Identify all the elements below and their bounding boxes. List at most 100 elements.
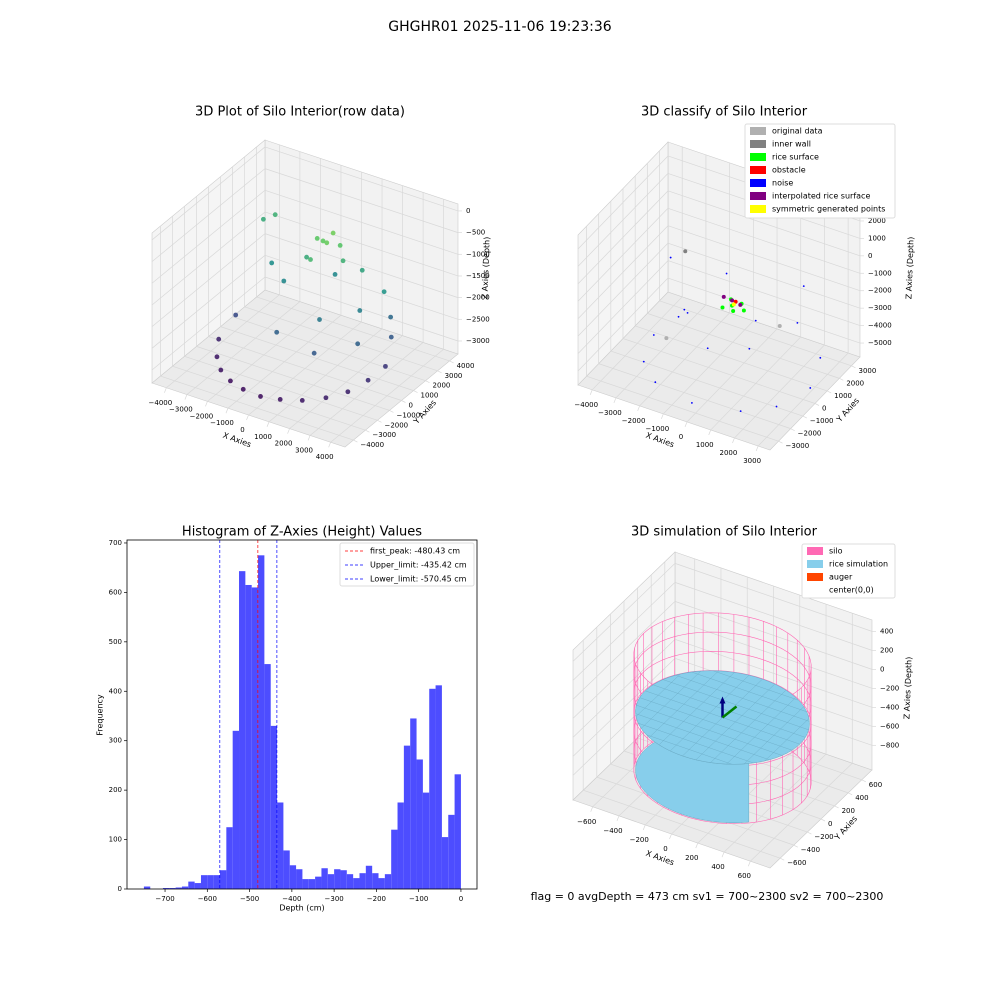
data-point [731, 302, 736, 307]
tick-label: −3000 [786, 442, 810, 450]
bar [258, 555, 265, 889]
data-point [388, 314, 394, 320]
bar [181, 886, 189, 889]
tick-mark [839, 378, 844, 381]
tick-mark [225, 408, 229, 414]
tick-mark [834, 805, 839, 809]
tick-mark [589, 389, 593, 395]
data-point [775, 405, 778, 408]
grid-line [659, 300, 852, 367]
tick-label: −500 [466, 229, 485, 237]
tick-mark [184, 394, 188, 400]
tick-label: 2000 [720, 449, 738, 457]
data-point [337, 243, 343, 248]
panel-title: 3D classify of Silo Interior [641, 105, 808, 120]
data-point [739, 410, 742, 412]
tick-mark [413, 390, 418, 393]
bar [302, 879, 309, 889]
tick-mark [807, 831, 812, 835]
grid-line [667, 225, 861, 292]
tick-label: −1000 [396, 411, 420, 419]
tick-label: 0 [880, 665, 884, 673]
tick-label: −2500 [466, 315, 490, 323]
tick-mark [827, 390, 832, 394]
tick-label: 1000 [421, 392, 439, 400]
tick-label: −2000 [190, 412, 214, 420]
legend-swatch [807, 573, 823, 581]
data-point [324, 240, 330, 246]
bar [448, 814, 455, 889]
bar [340, 870, 347, 889]
tick-mark [307, 435, 311, 441]
tick-mark [732, 437, 735, 444]
bar [429, 688, 436, 889]
tick-mark [755, 445, 759, 452]
tick-label: 1000 [834, 392, 852, 400]
tick-label: −4000 [574, 401, 598, 409]
tick-mark [389, 410, 394, 413]
legend-swatch [807, 586, 823, 594]
tick-label: 2000 [868, 217, 886, 225]
figure-title: GHGHR01 2025-11-06 19:23:36 [388, 19, 612, 35]
grid-line [151, 255, 266, 349]
tick-label: 3000 [858, 367, 876, 375]
y-tick-label: 200 [109, 786, 122, 794]
data-point [269, 260, 275, 266]
bar [353, 878, 360, 889]
tick-mark [661, 413, 664, 420]
legend-box [339, 542, 475, 587]
grid-line [151, 233, 266, 327]
data-point [317, 317, 322, 322]
tick-label: 0 [466, 207, 470, 215]
tick-label: −3000 [598, 409, 622, 417]
grid-line [151, 190, 266, 284]
tick-mark [164, 387, 167, 393]
data-point [706, 347, 709, 350]
legend-label: center(0,0) [829, 586, 874, 595]
tick-label: 0 [663, 845, 667, 853]
tick-mark [353, 439, 358, 443]
grid-line [577, 225, 669, 319]
tick-mark [401, 400, 406, 403]
grid-line [674, 639, 873, 708]
data-point [299, 397, 305, 403]
bar [410, 718, 417, 889]
tick-label: −4000 [360, 441, 384, 449]
tick-label: −2000 [798, 430, 822, 438]
tick-mark [637, 405, 640, 411]
bar [315, 876, 322, 889]
data-point [355, 341, 361, 347]
status-text: flag = 0 avgDepth = 473 cm sv1 = 700~230… [531, 890, 884, 903]
rice-mesh [713, 670, 799, 701]
panel-title: 3D Plot of Silo Interior(row data) [195, 105, 405, 120]
tick-label: −600 [577, 818, 596, 826]
tick-mark [669, 833, 672, 840]
legend-label: obstacle [772, 166, 806, 175]
tick-mark [205, 401, 208, 407]
data-point [677, 315, 680, 318]
grid-line [583, 789, 781, 859]
data-point [340, 258, 346, 264]
y-tick-label: 600 [109, 588, 122, 596]
legend-label: inner wall [772, 140, 811, 149]
tick-label: 3000 [295, 446, 313, 454]
bar [435, 685, 442, 889]
data-point [383, 363, 388, 369]
data-point [228, 378, 233, 384]
legend-label: first_peak: -480.43 cm [370, 547, 460, 556]
x-tick-label: −500 [240, 895, 259, 903]
data-point [730, 298, 735, 303]
grid-line [151, 211, 266, 306]
data-point [683, 308, 686, 311]
tick-mark [328, 442, 331, 448]
tick-mark [449, 360, 454, 364]
bar [454, 774, 461, 889]
data-point [738, 302, 743, 307]
data-point [664, 336, 669, 341]
grid-line [264, 168, 459, 233]
grid-line [572, 658, 676, 757]
data-point [652, 334, 655, 336]
tick-mark [377, 419, 382, 423]
bar [143, 886, 151, 889]
